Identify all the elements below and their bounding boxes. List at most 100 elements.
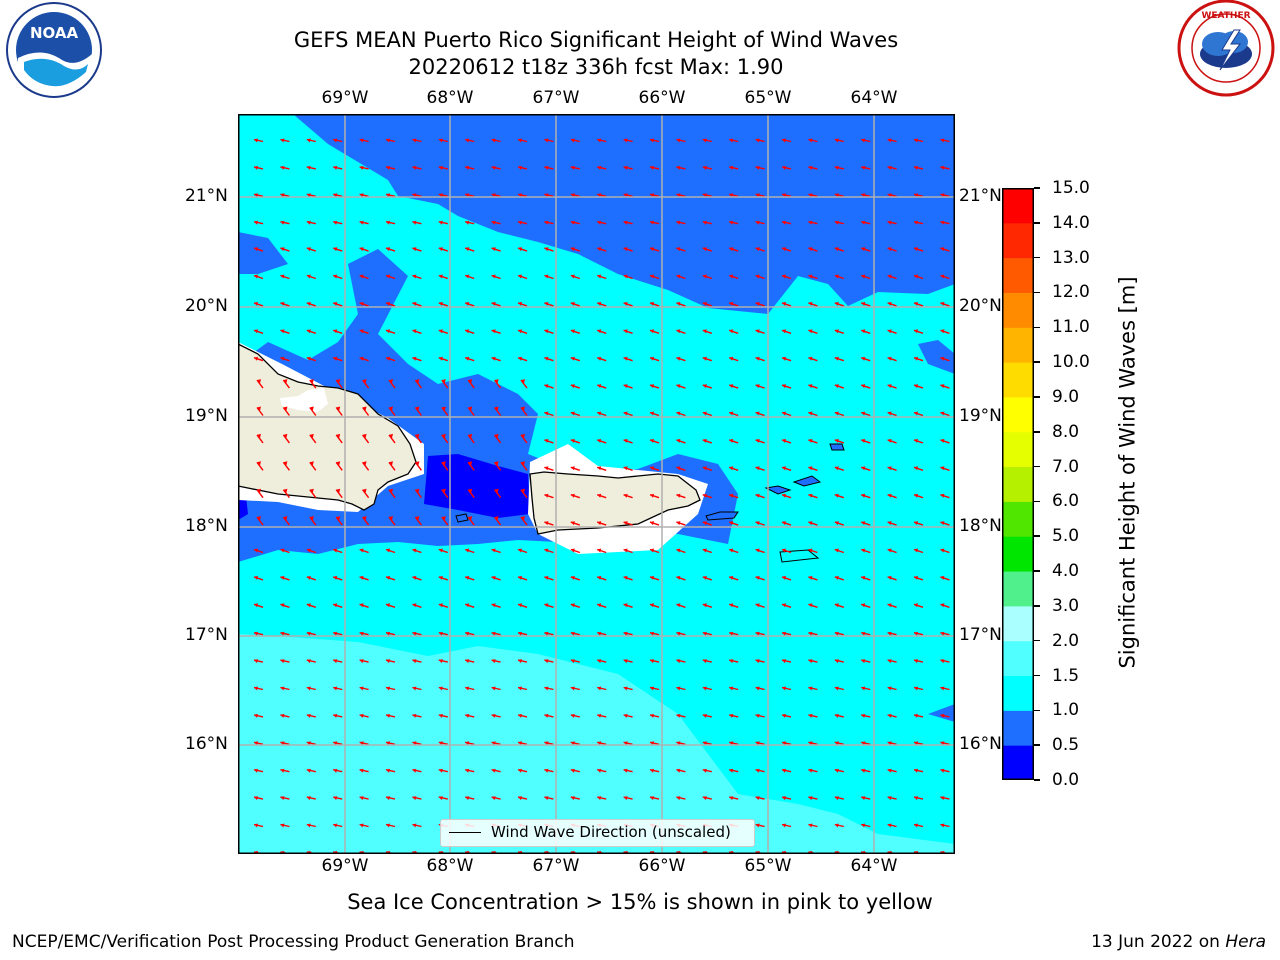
wind-wave-arrowhead: [834, 356, 839, 361]
wind-wave-arrowhead: [306, 247, 311, 252]
wind-wave-arrowhead: [623, 356, 628, 361]
wind-wave-arrow: [256, 379, 264, 389]
wind-wave-arrowhead: [306, 631, 311, 636]
wind-wave-arrowhead: [465, 575, 470, 580]
wind-wave-arrowhead: [333, 220, 338, 225]
wind-wave-arrowhead: [570, 493, 575, 498]
wind-wave-arrowhead: [597, 411, 602, 416]
wind-wave-arrow: [282, 379, 290, 389]
wind-wave-arrowhead: [544, 301, 549, 306]
wind-wave-arrowhead: [333, 575, 338, 580]
wind-wave-arrowhead: [280, 686, 285, 691]
wind-wave-arrowhead: [861, 493, 866, 498]
wind-wave-arrowhead: [940, 796, 945, 801]
wind-wave-arrowhead: [544, 659, 549, 664]
wind-wave-arrowhead: [309, 488, 314, 493]
wind-wave-arrowhead: [438, 659, 443, 664]
footer-organization: NCEP/EMC/Verification Post Processing Pr…: [12, 932, 575, 952]
wind-wave-arrowhead: [333, 796, 338, 801]
wind-wave-arrowhead: [729, 247, 734, 252]
wind-wave-arrowhead: [729, 329, 734, 334]
wind-wave-arrowhead: [782, 438, 786, 443]
wind-wave-arrowhead: [623, 493, 628, 498]
wind-wave-arrowhead: [702, 768, 707, 773]
wind-wave-arrowhead: [940, 247, 945, 252]
wind-wave-arrow: [282, 489, 290, 499]
wind-wave-arrowhead: [544, 384, 549, 389]
wind-wave-arrowhead: [887, 329, 892, 334]
lat-label-left: 17°N: [185, 625, 228, 645]
wind-wave-arrowhead: [940, 329, 945, 334]
wind-wave-arrowhead: [782, 220, 786, 225]
wind-wave-arrowhead: [650, 247, 654, 252]
wind-wave-arrowhead: [861, 686, 866, 691]
wind-wave-arrowhead: [597, 631, 602, 636]
wind-wave-arrowhead: [438, 220, 443, 225]
colorbar-tick-label: 9.0: [1052, 386, 1080, 407]
wind-wave-arrowhead: [465, 548, 470, 553]
wind-wave-arrowhead: [676, 548, 681, 553]
wind-wave-arrow: [388, 516, 396, 526]
wind-wave-arrowhead: [729, 548, 734, 553]
wind-wave-arrowhead: [650, 165, 654, 170]
colorbar-tick-mark: [1034, 361, 1040, 363]
wind-wave-arrowhead: [861, 548, 866, 553]
wind-wave-arrowhead: [518, 548, 522, 553]
wind-wave-arrowhead: [412, 659, 417, 664]
wind-wave-arrow: [362, 379, 370, 389]
wind-wave-arrowhead: [597, 768, 602, 773]
wind-wave-arrowhead: [386, 247, 390, 252]
colorbar-tick-mark: [1034, 222, 1040, 224]
wind-wave-arrowhead: [465, 274, 470, 279]
wind-wave-arrowhead: [755, 631, 760, 636]
wind-wave-arrowhead: [491, 138, 496, 143]
wind-wave-arrowhead: [940, 548, 945, 553]
wind-wave-arrowhead: [676, 165, 681, 170]
wind-wave-arrowhead: [544, 713, 549, 718]
wind-wave-arrowhead: [544, 356, 549, 361]
lat-label-left: 19°N: [185, 406, 228, 426]
colorbar-tick-mark: [1034, 674, 1040, 677]
wind-wave-arrowhead: [465, 220, 470, 225]
wind-wave-arrowhead: [729, 438, 734, 443]
wind-wave-arrowhead: [623, 659, 628, 664]
wind-wave-arrowhead: [570, 548, 575, 553]
wind-wave-arrowhead: [861, 165, 866, 170]
wind-wave-arrowhead: [597, 438, 602, 443]
wind-wave-arrowhead: [306, 329, 311, 334]
wind-wave-arrowhead: [676, 356, 681, 361]
map-legend: Wind Wave Direction (unscaled): [440, 819, 755, 847]
wind-wave-arrowhead: [755, 713, 760, 718]
wind-wave-arrowhead: [887, 659, 892, 664]
wind-wave-arrowhead: [702, 356, 707, 361]
wave-height-map: [237, 114, 955, 855]
wind-wave-arrowhead: [623, 301, 628, 306]
wind-wave-arrowhead: [465, 356, 470, 361]
lat-label-left: 16°N: [185, 734, 228, 754]
wind-wave-arrowhead: [808, 438, 813, 443]
wind-wave-arrowhead: [650, 438, 654, 443]
wind-wave-arrowhead: [518, 356, 522, 361]
wind-wave-arrowhead: [465, 247, 470, 252]
wind-wave-arrowhead: [280, 301, 285, 306]
wind-wave-arrowhead: [676, 603, 681, 608]
wind-wave-arrowhead: [782, 329, 786, 334]
wind-wave-arrowhead: [280, 768, 285, 773]
wind-wave-arrowhead: [336, 516, 341, 521]
wind-wave-arrowhead: [412, 247, 417, 252]
wind-wave-arrowhead: [914, 713, 918, 718]
wind-wave-arrowhead: [468, 488, 473, 493]
wind-wave-arrowhead: [861, 713, 866, 718]
wind-wave-arrowhead: [415, 379, 420, 384]
wind-wave-arrowhead: [755, 247, 760, 252]
wind-wave-arrowhead: [521, 488, 525, 493]
wind-wave-arrowhead: [386, 603, 390, 608]
wind-wave-arrowhead: [676, 575, 681, 580]
wind-wave-arrowhead: [438, 548, 443, 553]
wind-wave-arrowhead: [491, 247, 496, 252]
wind-wave-arrow: [335, 434, 343, 444]
wind-wave-arrowhead: [306, 796, 311, 801]
colorbar-segment: [1002, 362, 1034, 398]
wind-wave-arrowhead: [359, 768, 364, 773]
wind-wave-arrowhead: [650, 384, 654, 389]
